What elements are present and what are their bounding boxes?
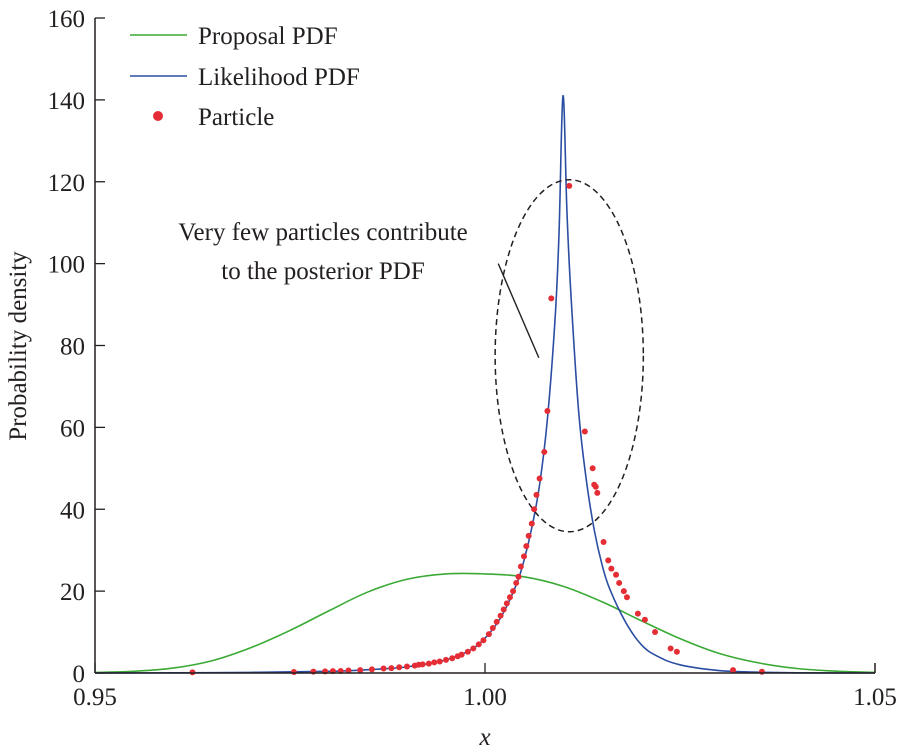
particle-point (493, 618, 500, 625)
particle-point (523, 543, 530, 550)
particle-point (464, 648, 471, 655)
x-axis-label: x (478, 724, 490, 751)
particle-point (620, 588, 627, 595)
particle-point (480, 637, 487, 644)
particle-point (758, 668, 765, 675)
particle-point (506, 594, 513, 601)
particle-point (623, 594, 630, 601)
particle-point (357, 667, 364, 674)
x-tick-label: 1.00 (463, 684, 507, 711)
particle-point (345, 667, 352, 674)
annotation-ellipse (494, 178, 645, 533)
particles-layer (189, 182, 765, 676)
particle-point (489, 624, 496, 631)
particle-point (594, 489, 601, 496)
y-axis-label: Probability density (5, 251, 32, 441)
particle-point (589, 465, 596, 472)
particle-point (515, 573, 522, 580)
series-line-proposal-pdf (94, 572, 876, 674)
x-tick-label: 1.05 (853, 684, 897, 711)
y-tick-label: 60 (60, 415, 85, 442)
particle-point (419, 661, 426, 668)
particle-point (673, 648, 680, 655)
y-tick-label: 140 (48, 88, 86, 115)
particle-point (513, 579, 520, 586)
particle-point (396, 664, 403, 671)
particle-point (616, 579, 623, 586)
particle-point (608, 565, 615, 572)
particle-point (548, 295, 555, 302)
series-line-likelihood-pdf (94, 94, 876, 674)
particle-point (425, 660, 432, 667)
particle-point (443, 656, 449, 663)
particle-point (503, 600, 510, 607)
particle-point (497, 612, 504, 619)
particle-point (613, 571, 620, 578)
particle-point (600, 539, 607, 545)
y-tick-label: 40 (60, 497, 85, 524)
y-tick-label: 80 (60, 334, 85, 361)
particle-point (730, 667, 737, 674)
particle-point (517, 563, 524, 570)
curves-layer (94, 94, 876, 674)
particle-point (533, 491, 540, 498)
annotation-pointer (497, 263, 540, 359)
particle-point (475, 641, 482, 648)
particle-point (581, 428, 588, 435)
particle-point (544, 408, 551, 414)
y-tick-label: 20 (60, 579, 85, 606)
particle-point (290, 668, 297, 675)
legend-particle-swatch (153, 111, 163, 121)
legend-likelihood-pdf-label: Likelihood PDF (198, 64, 360, 91)
particle-point (525, 532, 532, 539)
particle-point (380, 665, 387, 672)
particle-point (634, 610, 641, 617)
particle-point (652, 629, 659, 636)
particle-point (470, 645, 477, 652)
particle-point (531, 506, 538, 513)
particle-point (667, 645, 674, 652)
particle-point (510, 588, 517, 595)
legend: Proposal PDF Likelihood PDF Particle (130, 23, 360, 131)
particle-point (368, 666, 375, 673)
axes-layer: 0 20 40 60 80 100 120 140 160 0.95 1.00 1.05 x Probab… (5, 6, 897, 751)
y-tick-label: 160 (48, 6, 86, 33)
particle-point (541, 448, 548, 455)
particle-point (436, 658, 443, 665)
y-tick-label: 100 (48, 252, 86, 279)
annotation-text-line-2: to the posterior PDF (221, 258, 424, 285)
particle-point (404, 663, 410, 670)
y-tick-label: 0 (73, 661, 86, 688)
y-tick-label: 120 (48, 170, 86, 197)
particle-point (431, 659, 438, 666)
particle-point (449, 655, 456, 662)
x-tick-label: 0.95 (73, 684, 117, 711)
particle-point (458, 651, 465, 658)
legend-particle-label: Particle (198, 104, 274, 131)
particle-point (528, 520, 535, 527)
particle-point (592, 483, 599, 490)
particle-point (485, 631, 492, 638)
annotation-layer: Very few particles contribute to the post… (178, 178, 645, 533)
annotation-text-line-1: Very few particles contribute (178, 219, 467, 246)
legend-proposal-pdf-label: Proposal PDF (198, 23, 338, 50)
particle-point (605, 557, 612, 564)
particle-point (536, 475, 543, 482)
particle-point (388, 665, 395, 672)
particle-point (521, 553, 527, 560)
particle-point (566, 182, 573, 189)
particle-point (500, 606, 507, 613)
particle-point (641, 616, 648, 623)
